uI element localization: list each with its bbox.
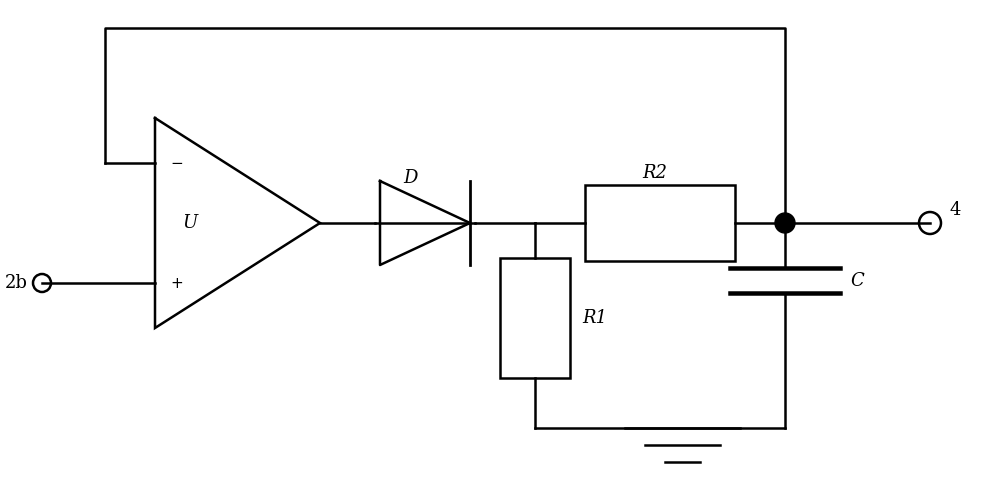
Text: R2: R2 xyxy=(642,164,668,182)
Text: U: U xyxy=(182,214,198,232)
Text: 4: 4 xyxy=(950,201,961,219)
Text: D: D xyxy=(403,169,417,187)
Text: −: − xyxy=(170,156,183,170)
Circle shape xyxy=(775,213,795,233)
Text: R1: R1 xyxy=(582,309,607,327)
Text: +: + xyxy=(170,275,183,290)
Bar xyxy=(500,258,570,378)
Text: 2b: 2b xyxy=(5,274,28,292)
Bar xyxy=(585,185,735,261)
Text: C: C xyxy=(850,272,864,290)
